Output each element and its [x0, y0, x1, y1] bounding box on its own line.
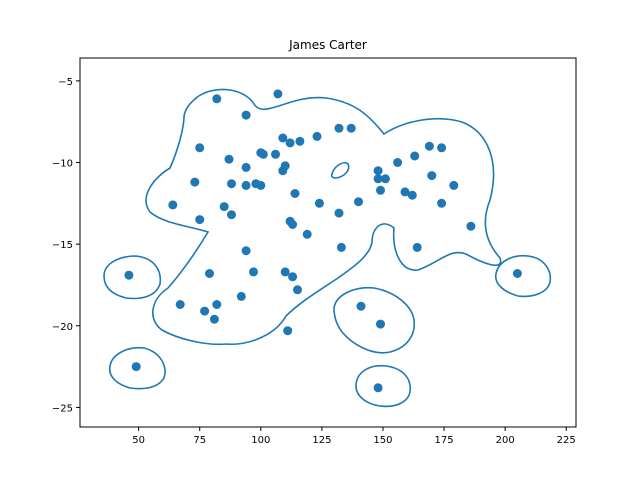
scatter-point-57 — [200, 306, 210, 316]
scatter-point-56 — [212, 300, 222, 309]
scatter-point-18 — [227, 179, 236, 189]
x-axis: 50 75 100 125 150 175 200 225 — [132, 427, 576, 446]
scatter-point-34 — [336, 242, 346, 252]
scatter-point-22 — [290, 189, 300, 198]
contour-main — [145, 88, 502, 346]
scatter-point-51 — [205, 269, 214, 278]
scatter-points — [124, 89, 522, 393]
contour-bottom-mid — [355, 364, 411, 408]
scatter-point-53 — [288, 272, 298, 282]
scatter-point-9 — [195, 143, 205, 153]
scatter-point-35 — [373, 166, 383, 176]
scatter-point-15 — [278, 166, 288, 176]
scatter-point-8 — [346, 123, 356, 133]
scatter-point-40 — [400, 187, 410, 197]
y-tick-label: −20 — [52, 322, 73, 333]
scatter-point-12 — [258, 149, 268, 159]
contour-mid-right — [333, 286, 415, 354]
plot-frame — [79, 57, 577, 428]
x-tick-label: 175 — [435, 435, 454, 446]
scatter-point-0 — [212, 94, 222, 104]
scatter-point-23 — [168, 200, 178, 210]
chart-title: James Carter — [288, 38, 367, 52]
scatter-point-4 — [285, 138, 295, 148]
x-tick-label: 50 — [132, 435, 145, 446]
scatter-point-64 — [131, 362, 141, 372]
contour-left — [103, 255, 162, 300]
density-contours — [103, 88, 552, 408]
scatter-point-7 — [334, 123, 344, 133]
scatter-point-1 — [273, 89, 283, 99]
contour-right — [494, 254, 552, 298]
y-tick-label: −10 — [52, 158, 73, 169]
scatter-point-41 — [407, 190, 417, 200]
scatter-point-38 — [376, 185, 385, 195]
scatter-point-58 — [209, 314, 219, 324]
scatter-point-27 — [314, 198, 324, 208]
scatter-point-6 — [312, 131, 322, 141]
scatter-point-24 — [219, 202, 229, 212]
scatter-point-2 — [241, 110, 251, 120]
scatter-point-3 — [278, 133, 288, 143]
scatter-point-33 — [241, 246, 251, 256]
scatter-point-50 — [249, 267, 258, 277]
x-tick-label: 100 — [251, 435, 270, 446]
scatter-point-21 — [256, 180, 266, 190]
scatter-point-36 — [373, 174, 383, 184]
scatter-point-29 — [354, 197, 363, 207]
scatter-point-52 — [280, 267, 290, 277]
scatter-point-39 — [393, 158, 403, 167]
scatter-point-63 — [124, 270, 134, 280]
scatter-point-44 — [427, 171, 437, 181]
scatter-point-60 — [283, 326, 293, 336]
scatter-point-54 — [293, 285, 302, 295]
scatter-point-25 — [227, 210, 236, 220]
scatter-point-26 — [195, 215, 205, 225]
scatter-point-10 — [224, 154, 234, 164]
y-axis: −5 −10 −15 −20 −25 — [52, 77, 80, 414]
scatter-point-55 — [175, 300, 185, 309]
scatter-point-37 — [380, 174, 390, 184]
scatter-point-59 — [236, 291, 246, 301]
scatter-point-5 — [295, 136, 305, 146]
x-tick-label: 150 — [373, 435, 392, 446]
scatter-point-66 — [512, 269, 522, 278]
scatter-point-43 — [424, 141, 434, 151]
x-tick-label: 75 — [193, 435, 206, 446]
contour-bottom-left — [108, 346, 166, 390]
x-tick-label: 225 — [557, 435, 576, 446]
y-tick-label: −15 — [52, 240, 73, 251]
scatter-point-19 — [241, 180, 251, 190]
scatter-point-13 — [271, 149, 280, 159]
scatter-point-28 — [334, 208, 344, 218]
scatter-point-45 — [437, 143, 447, 153]
scatter-point-16 — [241, 162, 251, 172]
scatter-point-31 — [288, 220, 298, 229]
scatter-point-65 — [373, 383, 383, 393]
x-tick-label: 125 — [312, 435, 331, 446]
scatter-point-48 — [466, 221, 476, 231]
scatter-point-49 — [412, 242, 422, 252]
scatter-point-62 — [376, 319, 385, 329]
scatter-point-61 — [356, 301, 366, 311]
y-tick-label: −5 — [58, 77, 73, 88]
scatter-point-47 — [449, 180, 459, 190]
scatter-point-32 — [302, 229, 312, 239]
y-tick-label: −25 — [52, 403, 73, 414]
contour-small-center — [330, 161, 350, 179]
scatter-point-42 — [410, 151, 420, 161]
scatter-point-46 — [437, 198, 447, 208]
x-tick-label: 200 — [496, 435, 515, 446]
scatter-point-17 — [190, 177, 200, 187]
